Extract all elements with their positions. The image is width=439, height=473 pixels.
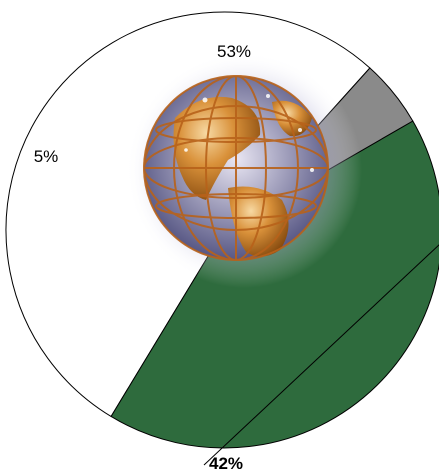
- pie-label-3: 5%: [34, 147, 59, 166]
- pie-label-2: 42%: [209, 454, 243, 473]
- pie-label-1: 53%: [217, 42, 251, 61]
- pie-label-leader-2: [203, 244, 439, 466]
- globe-icon: [126, 52, 362, 288]
